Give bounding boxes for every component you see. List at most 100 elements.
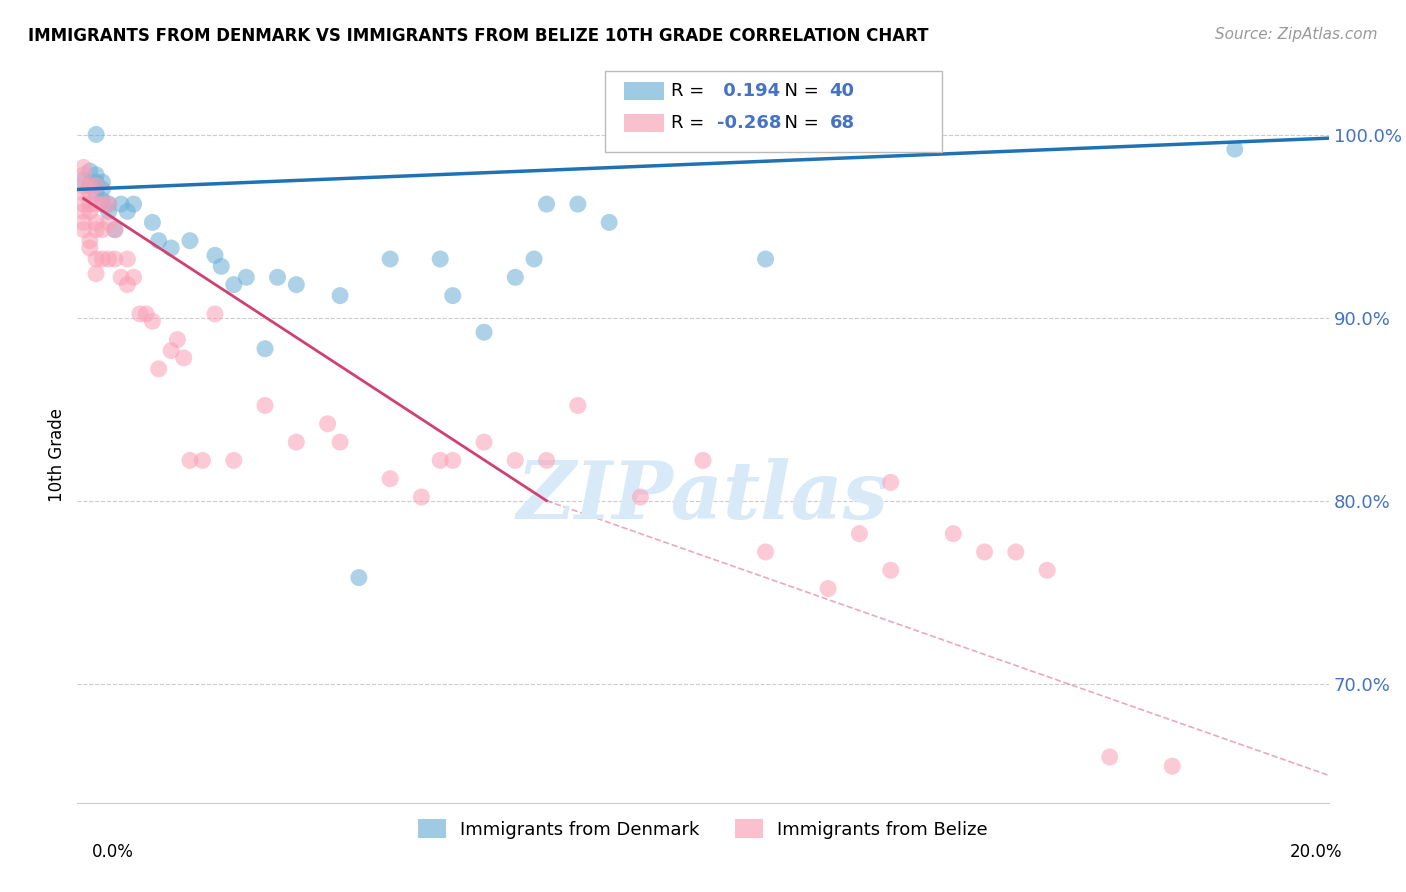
Text: IMMIGRANTS FROM DENMARK VS IMMIGRANTS FROM BELIZE 10TH GRADE CORRELATION CHART: IMMIGRANTS FROM DENMARK VS IMMIGRANTS FR… xyxy=(28,27,928,45)
Point xyxy=(160,241,183,255)
Point xyxy=(505,453,527,467)
Point xyxy=(253,342,276,356)
Point xyxy=(329,435,352,450)
Point xyxy=(84,175,107,189)
Point xyxy=(1004,545,1026,559)
Point xyxy=(91,182,114,196)
Point xyxy=(429,252,451,266)
Point xyxy=(692,453,714,467)
Point xyxy=(148,234,170,248)
Point xyxy=(523,252,546,266)
Point xyxy=(72,186,94,200)
Point xyxy=(79,197,101,211)
Point xyxy=(79,186,101,200)
Text: -0.268: -0.268 xyxy=(717,114,782,132)
Point xyxy=(222,277,245,292)
Point xyxy=(973,545,995,559)
Text: N =: N = xyxy=(773,82,825,100)
Point xyxy=(1223,142,1246,156)
Point xyxy=(84,267,107,281)
Point xyxy=(266,270,288,285)
Point xyxy=(173,351,195,365)
Point xyxy=(191,453,214,467)
Point xyxy=(117,252,139,266)
Point xyxy=(84,197,107,211)
Point xyxy=(848,526,870,541)
Point xyxy=(141,215,163,229)
Point xyxy=(179,453,201,467)
Text: 40: 40 xyxy=(830,82,855,100)
Point xyxy=(79,164,101,178)
Point xyxy=(97,204,120,219)
Point xyxy=(630,490,652,504)
Point xyxy=(122,270,145,285)
Point xyxy=(204,248,226,262)
Point xyxy=(79,241,101,255)
Point xyxy=(472,325,495,339)
Point xyxy=(91,197,114,211)
Point xyxy=(429,453,451,467)
Point xyxy=(880,563,903,577)
Point xyxy=(97,197,120,211)
Point xyxy=(79,204,101,219)
Point xyxy=(160,343,183,358)
Point xyxy=(84,168,107,182)
Point xyxy=(179,234,201,248)
Point xyxy=(598,215,620,229)
Text: R =: R = xyxy=(671,82,710,100)
Point xyxy=(135,307,157,321)
Point xyxy=(285,277,308,292)
Point xyxy=(72,204,94,219)
Text: 20.0%: 20.0% xyxy=(1291,843,1343,861)
Point xyxy=(235,270,257,285)
Point xyxy=(104,252,127,266)
Point xyxy=(91,194,114,208)
Point xyxy=(110,270,132,285)
Point xyxy=(72,197,94,211)
Point xyxy=(72,173,94,187)
Point xyxy=(567,197,589,211)
Point xyxy=(329,288,352,302)
Point xyxy=(72,168,94,182)
Point xyxy=(472,435,495,450)
Point xyxy=(110,197,132,211)
Point xyxy=(817,582,839,596)
Point xyxy=(141,314,163,328)
Point xyxy=(122,197,145,211)
Text: N =: N = xyxy=(773,114,825,132)
Point xyxy=(79,234,101,248)
Text: R =: R = xyxy=(671,114,710,132)
Text: 0.194: 0.194 xyxy=(717,82,780,100)
Legend: Immigrants from Denmark, Immigrants from Belize: Immigrants from Denmark, Immigrants from… xyxy=(411,812,995,846)
Point xyxy=(411,490,433,504)
Point xyxy=(567,399,589,413)
Point xyxy=(166,333,188,347)
Point xyxy=(104,223,127,237)
Point xyxy=(79,178,101,193)
Point xyxy=(204,307,226,321)
Text: 0.0%: 0.0% xyxy=(91,843,134,861)
Point xyxy=(97,252,120,266)
Point xyxy=(72,223,94,237)
Point xyxy=(1036,563,1059,577)
Point xyxy=(84,215,107,229)
Point xyxy=(754,545,776,559)
Point xyxy=(1098,750,1121,764)
Point xyxy=(505,270,527,285)
Point xyxy=(209,260,232,274)
Point xyxy=(117,204,139,219)
Point xyxy=(84,186,107,200)
Point xyxy=(91,175,114,189)
Point xyxy=(347,571,370,585)
Point xyxy=(536,197,558,211)
Y-axis label: 10th Grade: 10th Grade xyxy=(48,408,66,502)
Point xyxy=(79,178,101,193)
Point xyxy=(880,475,903,490)
Point xyxy=(129,307,152,321)
Point xyxy=(1161,759,1184,773)
Point xyxy=(84,128,107,142)
Text: ZIPatlas: ZIPatlas xyxy=(517,458,889,535)
Point xyxy=(72,215,94,229)
Point xyxy=(84,223,107,237)
Point xyxy=(285,435,308,450)
